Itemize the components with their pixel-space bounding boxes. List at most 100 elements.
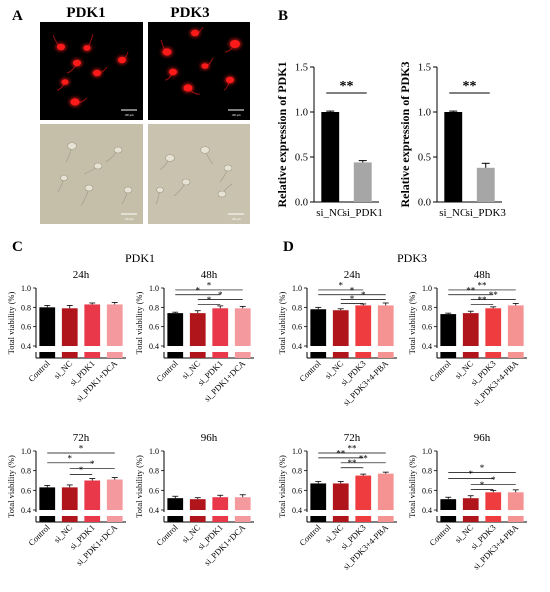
bar-base [212,516,229,522]
y-tick-label: 0.5 [295,153,308,164]
significance-label: ** [478,280,488,290]
bar [332,483,349,510]
x-tick-label: Control [297,358,323,384]
panel-a: PDK1 PDK3 100 μm 100 μm 100 μm 100 μm [40,5,250,224]
bar-base [106,516,123,522]
bar-base [377,352,394,358]
cell-head [123,186,133,194]
cell-head [118,56,126,64]
y-tick-label: 1.0 [418,108,431,119]
bar [476,167,495,202]
y-axis-label: Total viability (%) [407,455,417,518]
bar-base [462,352,479,358]
cell-head [70,98,80,106]
y-tick-label: 0.6 [292,323,302,332]
brightfield-cells-pdk1 [57,142,133,207]
bar [332,310,349,346]
bar [377,305,394,346]
bar-base [377,516,394,522]
scale-bar-label: 100 μm [124,217,134,221]
bar [485,308,502,346]
cell-head [73,59,81,67]
bar [167,313,184,346]
bar [310,309,327,346]
bar [355,475,372,510]
y-axis-label: Relative expression of PDK1 [275,61,289,207]
cell-head [113,146,123,154]
cell-head [67,142,77,150]
bar [355,305,372,346]
scale-bar-label: 100 μm [124,113,134,117]
x-tick-label: Control [26,522,52,548]
bar-base [310,516,327,522]
bar [377,473,394,510]
significance-label: * [90,459,95,469]
x-tick-label: Control [297,522,323,548]
brightfield-image-pdk3 [148,124,250,224]
y-tick-label: 0.4 [422,342,432,351]
significance-label: * [480,463,485,473]
significance-label: * [480,480,485,490]
y-tick-label: 0.6 [21,486,31,495]
bar-base [167,352,184,358]
y-tick-label: 1.0 [149,284,159,293]
x-tick-label: Control [26,358,52,384]
axis-break [304,513,398,516]
axis-break [33,349,127,352]
y-tick-label: 0.8 [149,467,159,476]
significance-label: ** [478,295,488,305]
bar-base [189,516,206,522]
chart-title: 96h [474,432,491,444]
brightfield-image-pdk1 [40,124,143,224]
cell-head [93,162,103,170]
y-tick-label: 0.8 [21,467,31,476]
y-tick-label: 1.0 [292,447,302,456]
brightfield-cells-pdk3 [155,146,233,205]
bar [167,498,184,510]
bar [353,162,372,202]
bar [61,487,78,510]
bar-base [61,352,78,358]
cell-head [156,187,164,193]
y-tick-label: 0.6 [21,323,31,332]
x-tick-label: si_PDK3 [466,207,507,219]
x-tick-label: Control [154,522,180,548]
bar-base [507,352,524,358]
bar [440,314,457,346]
x-tick-label: si_NC [439,207,467,219]
scale-bar-label: 100 μm [231,113,241,117]
bar-base [485,352,502,358]
bar [106,304,123,346]
bar [234,497,251,510]
y-tick-label: 0.8 [422,303,432,312]
significance-label: ** [348,458,358,468]
y-axis-label: Total viability (%) [134,291,144,354]
chart-title: 24h [344,269,361,281]
significance-label: * [79,443,84,453]
cell-head [183,84,193,92]
cell-head [201,63,209,69]
bar [507,305,524,346]
significance-label: * [350,294,355,304]
significance-label: * [361,290,366,300]
bar [61,308,78,346]
bar-base [462,516,479,522]
bar-base [355,352,372,358]
axis-break [33,513,127,516]
fluorescence-image-pdk3 [148,22,250,120]
y-tick-label: 0.4 [149,342,159,351]
bar-base [332,516,349,522]
y-axis-label: Total viability (%) [407,291,417,354]
y-tick-label: 0.6 [149,486,159,495]
bar-base [167,516,184,522]
significance-label: * [350,285,355,295]
cell-head [230,40,240,48]
bar-base [106,352,123,358]
bar [310,483,327,510]
